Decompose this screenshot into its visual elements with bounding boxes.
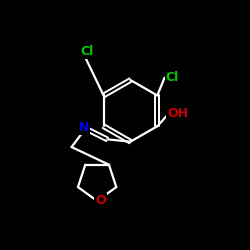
Text: O: O bbox=[95, 194, 106, 207]
Text: Cl: Cl bbox=[80, 45, 94, 58]
Text: N: N bbox=[79, 121, 89, 134]
Text: OH: OH bbox=[167, 107, 188, 120]
Text: Cl: Cl bbox=[166, 71, 179, 84]
